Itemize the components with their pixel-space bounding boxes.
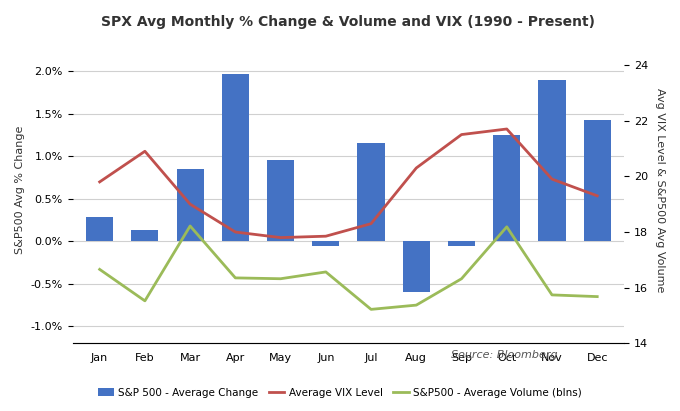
S&P500 - Average Volume (blns) [367,307,375,312]
Average VIX Level [96,180,104,185]
Average VIX Level [231,230,239,235]
Text: Source: Bloomberg: Source: Bloomberg [451,350,558,360]
Y-axis label: Avg VIX Level & S&P500 Avg Volume: Avg VIX Level & S&P500 Avg Volume [655,88,665,293]
Y-axis label: S&P500 Avg % Change: S&P500 Avg % Change [15,126,25,254]
S&P500 - Average Volume (blns) [96,267,104,272]
S&P500 - Average Volume (blns) [503,224,511,229]
S&P500 - Average Volume (blns) [458,276,466,281]
S&P500 - Average Volume (blns) [548,293,556,298]
Average VIX Level [503,127,511,132]
Bar [403,241,430,292]
Average VIX Level [186,202,194,207]
Bar [448,241,475,245]
Bar [312,241,339,245]
S&P500 - Average Volume (blns) [141,298,149,303]
S&P500 - Average Volume (blns) [593,294,601,299]
S&P500 - Average Volume (blns) [231,275,239,280]
S&P500 - Average Volume (blns) [277,276,285,281]
Line: S&P500 - Average Volume (blns): S&P500 - Average Volume (blns) [100,226,597,309]
S&P500 - Average Volume (blns) [322,270,330,275]
Average VIX Level [548,177,556,182]
Bar [539,80,566,241]
Line: Average VIX Level: Average VIX Level [100,129,597,238]
Average VIX Level [277,235,285,240]
Bar [583,120,611,241]
Bar [222,74,249,241]
Average VIX Level [367,221,375,226]
Average VIX Level [322,234,330,239]
Average VIX Level [593,193,601,198]
Average VIX Level [458,132,466,137]
Bar [177,169,204,241]
S&P500 - Average Volume (blns) [186,224,194,229]
Bar [493,135,520,241]
Legend: S&P 500 - Average Change, Average VIX Level, S&P500 - Average Volume (blns): S&P 500 - Average Change, Average VIX Le… [95,383,585,402]
Bar [267,160,294,241]
Bar [131,230,158,241]
Bar [86,217,114,241]
Average VIX Level [412,166,420,171]
Title: SPX Avg Monthly % Change & Volume and VIX (1990 - Present): SPX Avg Monthly % Change & Volume and VI… [101,15,596,29]
S&P500 - Average Volume (blns) [412,302,420,307]
Average VIX Level [141,149,149,154]
Bar [358,143,385,241]
